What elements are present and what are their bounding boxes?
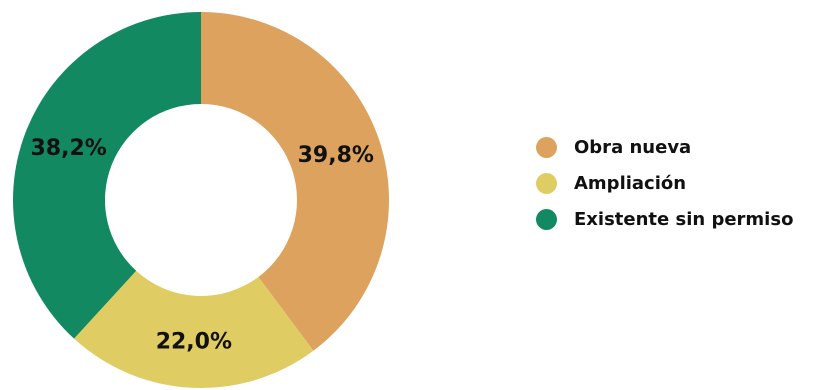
legend-swatch-existente-sin-permiso xyxy=(536,209,557,230)
legend-label: Existente sin permiso xyxy=(574,209,794,230)
legend-swatch-obra-nueva xyxy=(536,137,557,158)
slice-value-label: 39,8% xyxy=(298,143,374,168)
legend-label: Obra nueva xyxy=(574,137,692,158)
donut-slice-3 xyxy=(12,12,202,339)
legend-swatch-ampliacion xyxy=(536,173,557,194)
slice-value-label: 38,2% xyxy=(30,136,106,161)
donut-slice-2 xyxy=(74,270,314,388)
legend-item-existente-sin-permiso: Existente sin permiso xyxy=(536,206,793,233)
legend-item-ampliacion: Ampliación xyxy=(536,170,793,197)
legend-label: Ampliación xyxy=(574,173,687,194)
chart-legend: Obra nueva Ampliación Existente sin perm… xyxy=(536,134,793,242)
legend-item-obra-nueva: Obra nueva xyxy=(536,134,793,161)
slice-value-label: 22,0% xyxy=(156,329,232,354)
donut-slice-1 xyxy=(201,12,389,351)
donut-chart: 39,8% 22,0% 38,2% xyxy=(12,12,389,388)
